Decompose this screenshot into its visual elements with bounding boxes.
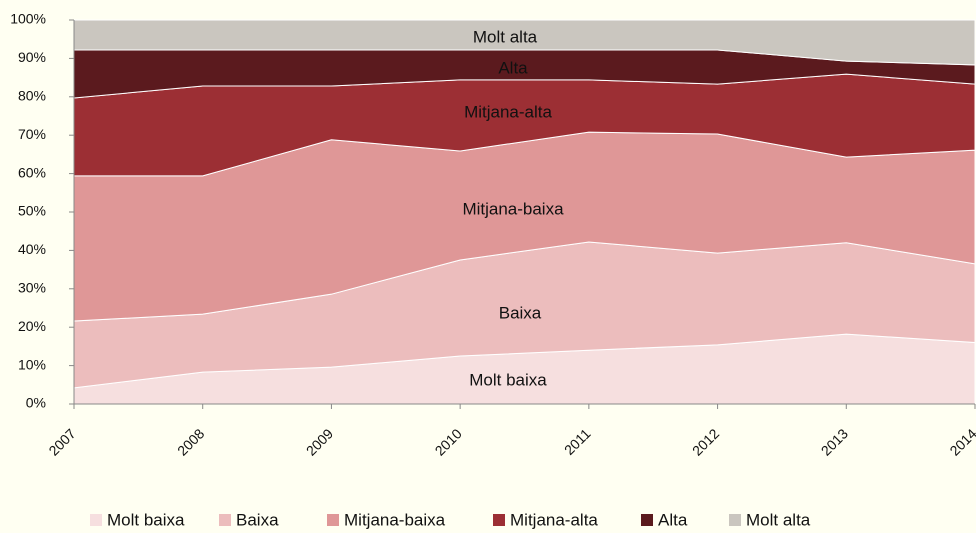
y-tick-label: 50%	[18, 203, 46, 219]
y-tick-label: 0%	[26, 395, 46, 411]
legend-label: Mitjana-alta	[510, 510, 598, 529]
area-label: Alta	[498, 58, 528, 77]
legend-swatch	[219, 514, 231, 526]
y-tick-label: 100%	[10, 11, 46, 27]
area-label: Baixa	[499, 303, 542, 322]
area-label: Mitjana-alta	[464, 102, 552, 121]
x-tick-label: 2007	[45, 425, 78, 458]
legend-swatch	[493, 514, 505, 526]
y-tick-label: 30%	[18, 280, 46, 296]
y-tick-label: 90%	[18, 49, 46, 65]
y-tick-label: 40%	[18, 241, 46, 257]
legend-swatch	[641, 514, 653, 526]
x-tick-label: 2014	[946, 425, 976, 458]
area-label: Mitjana-baixa	[462, 199, 564, 218]
x-tick-label: 2011	[561, 425, 594, 458]
area-label: Molt alta	[473, 27, 538, 46]
x-tick-label: 2012	[689, 425, 722, 458]
x-tick-label: 2010	[432, 425, 465, 458]
legend-swatch	[327, 514, 339, 526]
x-tick-label: 2013	[818, 425, 851, 458]
y-tick-label: 20%	[18, 318, 46, 334]
x-tick-label: 2008	[174, 425, 207, 458]
legend-label: Molt baixa	[107, 510, 185, 529]
legend-label: Alta	[658, 510, 688, 529]
legend-label: Baixa	[236, 510, 279, 529]
y-tick-label: 10%	[18, 356, 46, 372]
area-label: Molt baixa	[469, 370, 547, 389]
legend-swatch	[90, 514, 102, 526]
x-tick-label: 2009	[303, 425, 336, 458]
y-tick-label: 80%	[18, 88, 46, 104]
y-tick-label: 70%	[18, 126, 46, 142]
y-tick-label: 60%	[18, 164, 46, 180]
legend-label: Molt alta	[746, 510, 811, 529]
legend-swatch	[729, 514, 741, 526]
legend-label: Mitjana-baixa	[344, 510, 446, 529]
area	[73, 19, 976, 66]
